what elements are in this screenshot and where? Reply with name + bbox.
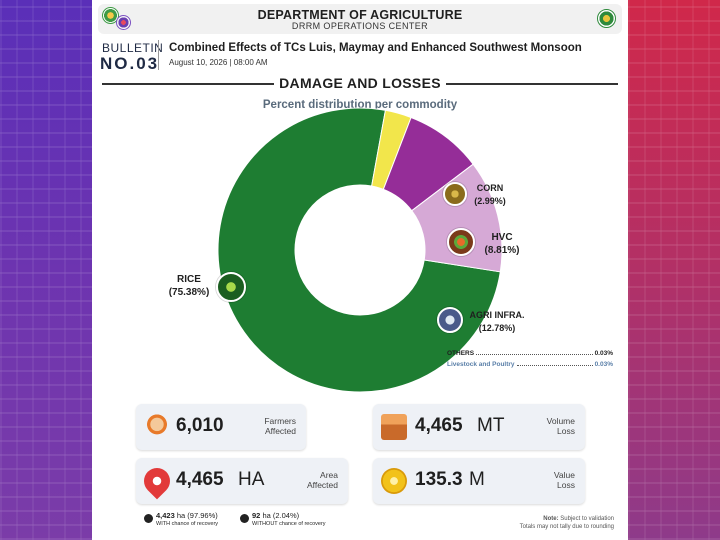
recovery-without-detail: ha (2.04%) [262,511,300,520]
warehouse-icon [381,414,407,440]
rice-icon [216,272,246,302]
background-right [628,0,720,540]
bulletin-title: Combined Effects of TCs Luis, Maymay and… [169,42,582,54]
farmer-icon [144,414,170,440]
recovery-with-label: WITH chance of recovery [156,521,219,527]
background-right-texture [628,0,720,540]
operations-center: DRRM OPERATIONS CENTER [291,21,429,31]
donut-chart [217,107,503,393]
label-rice-name: RICE [177,274,201,285]
stat-area-label-1: Area [320,470,338,480]
coins-icon [381,468,407,494]
label-agri-infra: AGRI INFRA. (12.78%) [464,309,530,335]
label-hvc: HVC (8.81%) [477,231,527,257]
stat-farmers-label: Farmers Affected [264,416,296,436]
others-leader [476,354,593,355]
slice-rice [217,107,501,393]
stat-farmers: 6,010 Farmers Affected [136,404,306,450]
footnote: Note: Subject to validation Totals may n… [520,515,614,531]
stat-farmers-label-1: Farmers [264,416,296,426]
livestock-leader [516,365,593,366]
stat-volume-value: 4,465 [415,415,463,436]
bulletin-divider [158,40,159,70]
stat-value-value: 135.3 [415,469,463,490]
stat-volume-label-1: Volume [546,416,575,426]
others-label: OTHERS [447,350,475,357]
agri-infra-icon [437,307,463,333]
stat-value-unit: M [469,469,485,490]
footnote-label: Note: [543,516,559,522]
livestock-row: Livestock and Poultry 0.03% [447,361,613,368]
section-rule-right [446,83,618,85]
recovery-without-dot [240,514,249,523]
label-hvc-name: HVC [491,232,513,243]
bulletin-card: DEPARTMENT OF AGRICULTURE DRRM OPERATION… [92,0,628,540]
label-corn-pct: (2.99%) [474,196,506,206]
recovery-without-text: 92 ha (2.04%) [252,511,299,520]
chart-subtitle: Percent distribution per commodity [262,99,458,111]
stat-area-value: 4,465 [176,469,224,490]
recovery-with-text: 4,423 ha (97.96%) [156,511,218,520]
livestock-label: Livestock and Poultry [447,361,515,368]
drrm-logo [116,15,131,30]
stat-value-label-2: Loss [557,480,575,490]
stat-area-unit: HA [238,469,265,490]
stat-volume: 4,465 MT Volume Loss [373,404,585,450]
stat-volume-label-2: Loss [557,426,575,436]
stat-area: 4,465 HA Area Affected [136,458,348,504]
section-rule-left [102,83,274,85]
footnote-text-2: Totals may not tally due to rounding [519,524,614,530]
stat-area-label-2: Affected [306,480,338,490]
hvc-icon [447,228,475,256]
bulletin-label: BULLETIN [102,41,164,55]
stat-farmers-label-2: Affected [264,426,296,436]
background-left [0,0,92,540]
header-bar [98,4,622,34]
label-rice: RICE (75.38%) [158,273,220,299]
section-title: DAMAGE AND LOSSES [279,75,441,91]
footnote-line-1: Note: Subject to validation [520,515,614,523]
stat-value-label-1: Value [553,470,575,480]
label-corn-name: CORN [476,183,504,193]
agency-logo-right [597,9,616,28]
stat-area-label: Area Affected [307,470,338,490]
label-hvc-pct: (8.81%) [484,245,520,256]
stat-volume-unit: MT [477,415,505,436]
footnote-text-1: Subject to validation [560,516,614,522]
others-value: 0.03% [594,350,613,357]
corn-icon [443,182,467,206]
location-pin-icon [138,462,176,500]
bulletin-number: NO.03 [100,54,160,73]
label-rice-pct: (75.38%) [168,287,210,298]
recovery-without-label: WITHOUT chance of recovery [252,521,326,527]
livestock-value: 0.03% [594,361,613,368]
others-row: OTHERS 0.03% [447,350,613,357]
recovery-without-value: 92 [252,511,261,520]
recovery-with-dot [144,514,153,523]
label-corn: CORN (2.99%) [470,182,510,208]
background-left-texture [0,0,92,540]
slice-agri-infra [411,163,503,273]
label-agri-infra-pct: (12.78%) [478,323,516,333]
stat-volume-label: Volume Loss [547,416,575,436]
department-name: DEPARTMENT OF AGRICULTURE [257,8,463,22]
stat-farmers-value: 6,010 [176,415,224,436]
stat-value: 135.3 M Value Loss [373,458,585,504]
stat-value-label: Value Loss [554,470,575,490]
bulletin-date: August 10, 2026 | 08:00 AM [169,58,268,67]
recovery-with-detail: ha (97.96%) [176,511,218,520]
label-agri-infra-name: AGRI INFRA. [469,310,525,320]
recovery-with-value: 4,423 [156,511,175,520]
